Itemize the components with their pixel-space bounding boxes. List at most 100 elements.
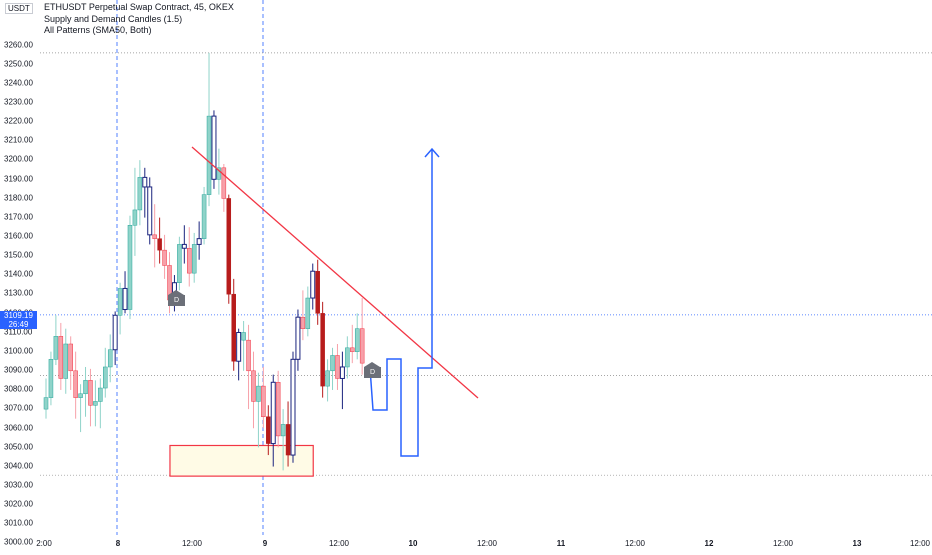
candle-body [270, 381, 276, 445]
price-tick-label: 3110.00 [4, 327, 33, 337]
marker-label: D [364, 367, 381, 378]
time-tick-label: 2:00 [36, 539, 52, 548]
price-tick-label: 3230.00 [4, 97, 33, 107]
candle-body [93, 401, 98, 406]
candle-body [98, 387, 103, 402]
price-tick-label: 3050.00 [4, 442, 33, 452]
candle-body [221, 167, 227, 199]
candle-body [43, 397, 49, 410]
price-tick-label: 3070.00 [4, 403, 33, 413]
marker-tip [168, 290, 184, 295]
candle-body [216, 167, 222, 180]
candle-body [290, 358, 296, 456]
candle-body [345, 347, 350, 368]
candle-body [251, 370, 256, 402]
candle-body [335, 355, 340, 379]
candle-body [78, 393, 83, 398]
candle-body [187, 247, 192, 274]
time-tick-label: 12:00 [772, 539, 794, 548]
time-tick-label: 9 [262, 539, 268, 548]
price-tick-label: 3160.00 [4, 231, 33, 241]
candle-body [211, 115, 217, 180]
candle-body [330, 355, 335, 372]
candle-body [300, 316, 306, 329]
candle-body [241, 332, 246, 341]
candle-body [147, 186, 153, 236]
candle-body [63, 343, 69, 379]
time-tick-label: 12:00 [909, 539, 931, 548]
price-tick-label: 3060.00 [4, 423, 33, 432]
candle-body [285, 424, 291, 456]
time-tick-label: 12 [704, 539, 714, 548]
candle-body [112, 314, 118, 351]
chart-legend: ETHUSDT Perpetual Swap Contract, 45, OKE… [44, 2, 234, 37]
price-tick-label: 3260.00 [4, 40, 33, 49]
candle-body [83, 380, 88, 395]
candle-body [177, 244, 182, 283]
candle-body [142, 176, 148, 188]
candle-body [191, 244, 197, 274]
price-tick-label: 3190.00 [4, 174, 33, 184]
time-tick-label: 12:00 [476, 539, 498, 548]
candle-body [88, 380, 93, 406]
candle-body [266, 416, 271, 444]
price-tick-label: 3180.00 [4, 193, 33, 203]
candle-body [320, 313, 325, 387]
indicator-supply-demand[interactable]: Supply and Demand Candles (1.5) [44, 13, 183, 24]
price-tick-label: 3130.00 [4, 288, 33, 298]
time-tick-label: 12:00 [181, 539, 203, 548]
price-tick-label: 3250.00 [4, 59, 33, 69]
candle-body [236, 332, 242, 362]
pattern-marker-d[interactable]: D [364, 362, 381, 378]
price-tick-label: 3150.00 [4, 250, 33, 260]
candle-body [58, 336, 64, 379]
price-tick-label: 3210.00 [4, 135, 33, 145]
time-tick-label: 8 [115, 539, 121, 548]
price-tick-label: 3040.00 [4, 461, 33, 471]
price-tick-label: 3010.00 [4, 518, 33, 528]
price-tick-label: 3090.00 [4, 365, 33, 375]
candle-body [132, 209, 138, 226]
projection-arrowhead [424, 147, 440, 158]
candle-body [305, 297, 311, 329]
candle-body [107, 349, 113, 368]
candle-body [206, 115, 212, 195]
time-tick-label: 12:00 [328, 539, 350, 548]
trendline [191, 146, 479, 399]
price-tick-label: 3000.00 [4, 537, 33, 547]
bar-countdown: 26:49 [8, 320, 29, 329]
price-tick-label: 3140.00 [4, 269, 33, 279]
candle-body [103, 366, 108, 389]
price-tick-label: 3170.00 [4, 212, 33, 222]
candle-body [325, 370, 330, 387]
price-tick-label: 3030.00 [4, 480, 33, 490]
candle-body [68, 343, 73, 372]
symbol-title[interactable]: ETHUSDT Perpetual Swap Contract, 45, OKE… [44, 2, 234, 12]
demand-zone-box [169, 444, 314, 477]
candle-body [315, 270, 320, 314]
time-tick-label: 12:00 [624, 539, 646, 548]
price-tick-label: 3200.00 [4, 154, 33, 164]
candle-body [354, 328, 360, 352]
candle-body [359, 328, 365, 364]
candle-body [280, 424, 286, 437]
currency-label[interactable]: USDT [5, 3, 33, 14]
candle-body [226, 198, 232, 295]
time-tick-label: 13 [852, 539, 862, 548]
price-tick-label: 3020.00 [4, 499, 33, 509]
projection-path [369, 150, 433, 457]
candle-body [310, 270, 316, 299]
candle-body [152, 234, 157, 239]
candle-body [53, 336, 59, 360]
candle-body [295, 316, 301, 360]
indicator-all-patterns[interactable]: All Patterns (SMA50, Both) [44, 25, 152, 35]
candle-body [73, 370, 78, 398]
candle-body [256, 385, 261, 402]
candle-body [137, 177, 143, 211]
candle-body [157, 238, 162, 251]
time-tick-label: 11 [556, 539, 566, 548]
pattern-marker-d[interactable]: D [168, 290, 185, 306]
candle-body [246, 339, 251, 372]
